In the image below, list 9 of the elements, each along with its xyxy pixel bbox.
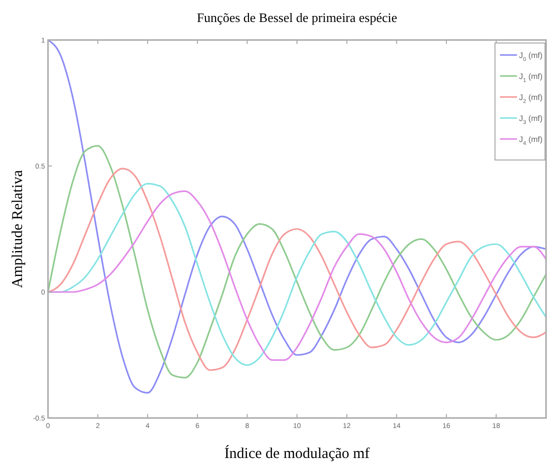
x-axis-title: Índice de modulação mf [224, 445, 370, 462]
chart-title: Funções de Bessel de primeira espécie [196, 10, 398, 25]
legend-label: J$_{3}$ (mf) [519, 114, 543, 126]
legend-label: J$_{2}$ (mf) [519, 93, 543, 105]
y-axis-title: Amplitude Relativa [10, 170, 26, 288]
legend-label: J$_{0}$ (mf) [519, 51, 543, 63]
line-series [47, 39, 547, 394]
legend-label: J$_{4}$ (mf) [519, 135, 543, 147]
legend-label: J$_{1}$ (mf) [519, 72, 543, 84]
